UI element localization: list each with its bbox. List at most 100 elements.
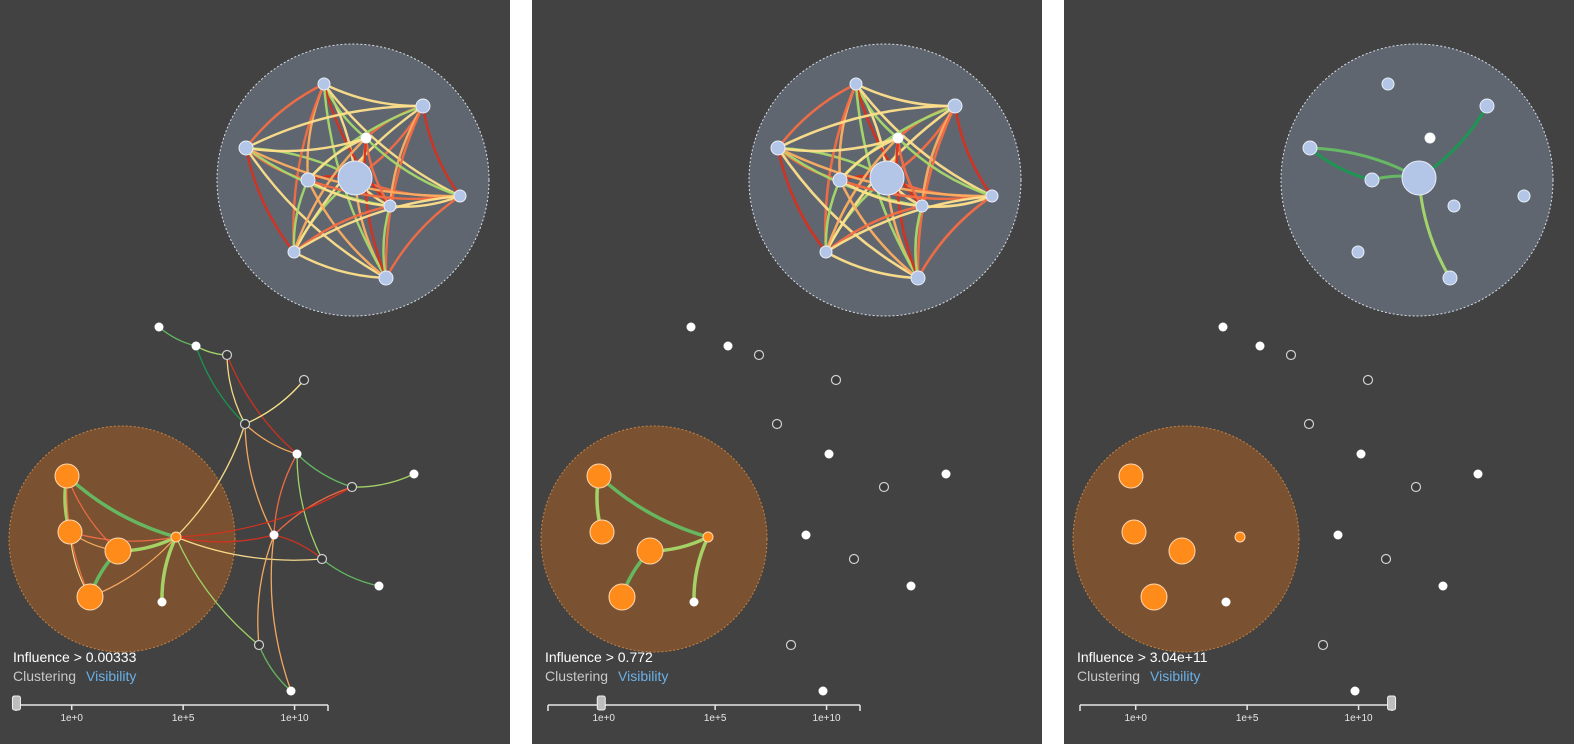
blue-node [415, 98, 431, 114]
graph-edge [226, 354, 298, 455]
slider-handle[interactable] [1387, 695, 1397, 711]
dark-node [316, 553, 328, 565]
white-node [374, 581, 384, 591]
slider-tick-label: 1e+0 [592, 713, 615, 724]
graph-edge [273, 453, 298, 536]
visibility-toggle[interactable]: Visibility [618, 668, 669, 684]
white-node [154, 322, 164, 332]
cluster-edge [292, 194, 462, 254]
graph-edge [244, 423, 275, 536]
white-node [1350, 686, 1360, 696]
cluster-edge [306, 178, 388, 280]
cluster-edge [421, 104, 462, 198]
graph-canvas-3[interactable]: 1e+0 1e+5 1e+10 [1064, 0, 1574, 744]
graph-edge [257, 534, 275, 646]
graph-edge [175, 486, 353, 538]
dark-node [1303, 418, 1315, 430]
white-node [286, 686, 296, 696]
cluster-edge [824, 194, 994, 254]
dark-node [848, 553, 860, 565]
white-node [941, 469, 951, 479]
blue-node [300, 172, 316, 188]
graph-edge [226, 354, 246, 425]
clustering-toggle[interactable]: Clustering [13, 668, 77, 684]
visibility-toggle[interactable]: Visibility [86, 668, 137, 684]
orange-node [1121, 519, 1147, 545]
blue-node [1302, 140, 1318, 156]
graph-edge [175, 534, 275, 543]
visibility-toggle[interactable]: Visibility [1150, 668, 1201, 684]
white-node [1425, 133, 1435, 143]
graph-edge [258, 644, 292, 692]
blue-node [869, 160, 905, 196]
clustering-toggle[interactable]: Clustering [545, 668, 609, 684]
cluster-edge [896, 136, 924, 208]
orange-node [1118, 463, 1144, 489]
slider-tick-label: 1e+5 [1236, 713, 1259, 724]
graph-canvas-2[interactable]: 1e+0 1e+5 1e+10 [532, 0, 1042, 744]
blue-node [1479, 98, 1495, 114]
white-node [157, 597, 167, 607]
graph-edge [296, 453, 323, 560]
cluster-edge [322, 82, 462, 198]
orange-node [76, 583, 104, 611]
cluster-edge [854, 82, 924, 208]
white-node [361, 133, 371, 143]
dark-node [785, 639, 797, 651]
graph-edge [244, 379, 305, 425]
white-node [824, 449, 834, 459]
cluster-edge [160, 535, 178, 604]
white-node [1221, 597, 1231, 607]
cluster-edge [895, 136, 920, 280]
panel-controls: Clustering Visibility [545, 668, 668, 684]
dark-node [346, 481, 358, 493]
panel-controls: Clustering Visibility [13, 668, 136, 684]
blue-node [383, 199, 397, 213]
cluster-edge [838, 178, 920, 280]
cluster-edge [776, 146, 920, 280]
white-node [893, 133, 903, 143]
cluster-edge [916, 194, 994, 280]
orange-node [702, 531, 714, 543]
white-node [269, 530, 279, 540]
cluster-edge [244, 146, 388, 280]
blue-node [1351, 245, 1365, 259]
blue-node [985, 189, 999, 203]
orange-node [1168, 537, 1196, 565]
orange-node [54, 463, 80, 489]
orange-node [1140, 583, 1168, 611]
blue-node [1381, 77, 1395, 91]
cluster-edge [384, 194, 462, 280]
graph-canvas-1[interactable]: 1e+0 1e+5 1e+10 [0, 0, 510, 744]
cluster-edge [384, 104, 425, 280]
slider-handle[interactable] [596, 695, 606, 711]
white-node [1356, 449, 1366, 459]
dark-node [1285, 349, 1297, 361]
cluster-edge [776, 136, 900, 153]
graph-edge [244, 379, 305, 425]
orange-node [589, 519, 615, 545]
orange-node [636, 537, 664, 565]
slider-handle[interactable] [11, 695, 21, 711]
cluster-edge [597, 474, 710, 539]
slider-tick-label: 1e+10 [1345, 713, 1374, 724]
orange-node [57, 519, 83, 545]
slider-tick-label: 1e+10 [281, 713, 310, 724]
orange-node [104, 537, 132, 565]
blue-node [1401, 160, 1437, 196]
white-node [686, 322, 696, 332]
white-node [1473, 469, 1483, 479]
slider-tick-label: 1e+5 [704, 713, 727, 724]
dark-node [239, 418, 251, 430]
slider-tick-label: 1e+10 [813, 713, 842, 724]
graph-edge [296, 453, 353, 488]
clustering-toggle[interactable]: Clustering [1077, 668, 1141, 684]
blue-node [915, 199, 929, 213]
blue-node [1517, 189, 1531, 203]
cluster-edge [824, 250, 920, 280]
white-node [906, 581, 916, 591]
blue-node [287, 245, 301, 259]
panel-controls: Clustering Visibility [1077, 668, 1200, 684]
white-node [689, 597, 699, 607]
cluster-edge [322, 82, 392, 208]
